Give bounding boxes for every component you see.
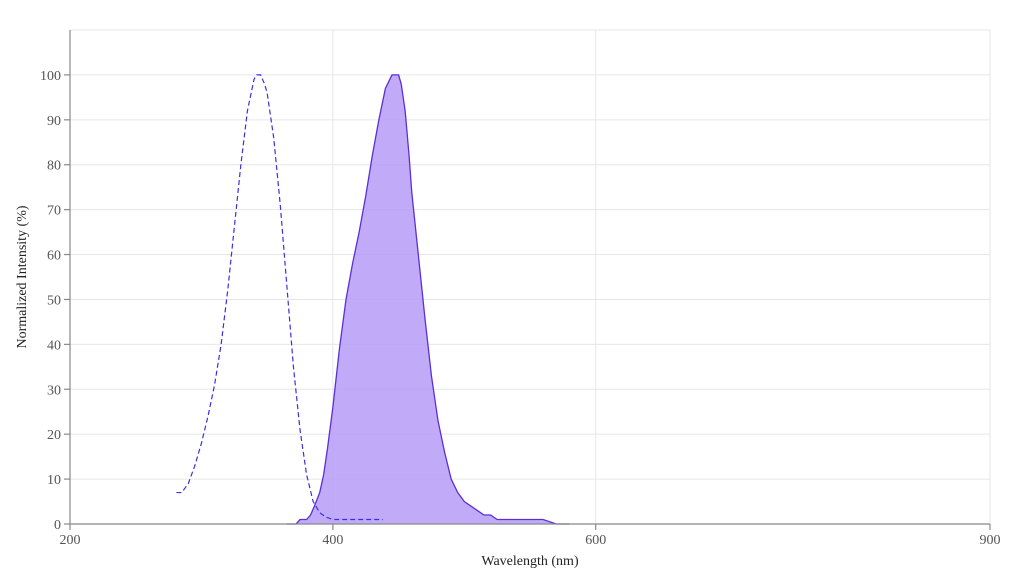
y-tick-label: 0 [54,518,61,533]
emission-line [286,74,570,525]
grid-lines [70,29,991,524]
y-tick-label: 30 [47,383,61,398]
series-layer [176,74,570,525]
y-tick-label: 80 [47,159,61,174]
x-tick-label: 200 [60,533,81,548]
emission-area [286,74,570,524]
y-axis-title: Normalized Intensity (%) [15,205,30,348]
axes [64,30,991,530]
y-tick-label: 90 [47,114,61,129]
y-tick-label: 20 [47,428,61,443]
tick-labels: 0 10 20 30 40 50 60 70 80 90 100 200 400 600 900 [40,69,1001,548]
y-tick-label: 10 [47,473,61,488]
y-tick-label: 60 [47,249,61,264]
y-tick-label: 100 [40,69,61,84]
x-tick-label: 900 [980,533,1001,548]
y-tick-label: 50 [47,293,61,308]
y-tick-label: 40 [47,338,61,353]
y-tick-label: 70 [47,204,61,219]
x-tick-label: 600 [585,533,606,548]
x-axis-title: Wavelength (nm) [481,554,579,569]
x-tick-label: 400 [322,533,343,548]
